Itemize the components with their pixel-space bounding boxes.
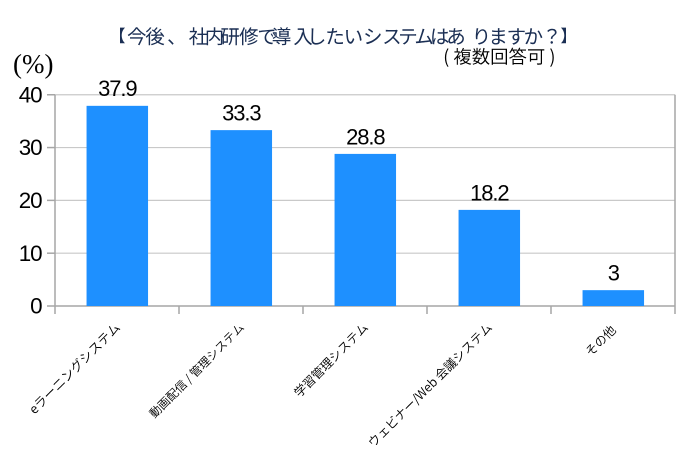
svg-text:3: 3 bbox=[608, 261, 620, 286]
svg-text:(%): (%) bbox=[13, 49, 53, 79]
svg-text:30: 30 bbox=[19, 135, 42, 160]
svg-text:18.2: 18.2 bbox=[470, 180, 509, 205]
svg-text:10: 10 bbox=[19, 241, 42, 266]
svg-text:40: 40 bbox=[19, 82, 42, 107]
svg-text:37.9: 37.9 bbox=[98, 76, 137, 101]
svg-text:20: 20 bbox=[19, 188, 42, 213]
svg-text:0: 0 bbox=[30, 294, 42, 319]
svg-text:33.3: 33.3 bbox=[222, 101, 261, 126]
svg-text:28.8: 28.8 bbox=[346, 124, 385, 149]
